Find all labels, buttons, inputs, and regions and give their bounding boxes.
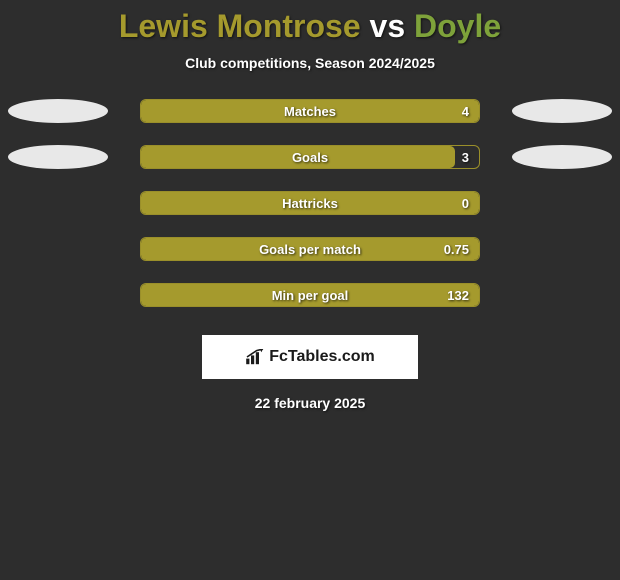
branding-box[interactable]: FcTables.com bbox=[202, 335, 418, 379]
player2-indicator bbox=[512, 99, 612, 123]
stat-row: Goals per match0.75 bbox=[0, 237, 620, 261]
player2-name: Doyle bbox=[414, 8, 501, 44]
stat-row: Min per goal132 bbox=[0, 283, 620, 307]
chart-icon bbox=[245, 349, 265, 365]
stat-row: Goals3 bbox=[0, 145, 620, 169]
page-title: Lewis Montrose vs Doyle bbox=[119, 8, 501, 45]
stat-value: 0.75 bbox=[444, 238, 469, 260]
stat-value: 3 bbox=[462, 146, 469, 168]
stat-row: Matches4 bbox=[0, 99, 620, 123]
stat-value: 0 bbox=[462, 192, 469, 214]
stat-label: Min per goal bbox=[141, 284, 479, 306]
player1-indicator bbox=[8, 145, 108, 169]
subtitle: Club competitions, Season 2024/2025 bbox=[185, 55, 435, 71]
comparison-card: Lewis Montrose vs Doyle Club competition… bbox=[0, 0, 620, 411]
stat-label: Goals bbox=[141, 146, 479, 168]
player1-indicator bbox=[8, 99, 108, 123]
stat-row: Hattricks0 bbox=[0, 191, 620, 215]
branding: FcTables.com bbox=[245, 348, 375, 366]
stat-value: 4 bbox=[462, 100, 469, 122]
date-label: 22 february 2025 bbox=[255, 395, 366, 411]
stat-label: Hattricks bbox=[141, 192, 479, 214]
stat-bar: Hattricks0 bbox=[140, 191, 480, 215]
stats-list: Matches4Goals3Hattricks0Goals per match0… bbox=[0, 99, 620, 329]
stat-label: Matches bbox=[141, 100, 479, 122]
stat-label: Goals per match bbox=[141, 238, 479, 260]
branding-text: FcTables.com bbox=[269, 348, 375, 366]
player1-name: Lewis Montrose bbox=[119, 8, 361, 44]
stat-value: 132 bbox=[447, 284, 469, 306]
stat-bar: Goals per match0.75 bbox=[140, 237, 480, 261]
stat-bar: Min per goal132 bbox=[140, 283, 480, 307]
stat-bar: Goals3 bbox=[140, 145, 480, 169]
vs-separator: vs bbox=[361, 8, 414, 44]
stat-bar: Matches4 bbox=[140, 99, 480, 123]
player2-indicator bbox=[512, 145, 612, 169]
